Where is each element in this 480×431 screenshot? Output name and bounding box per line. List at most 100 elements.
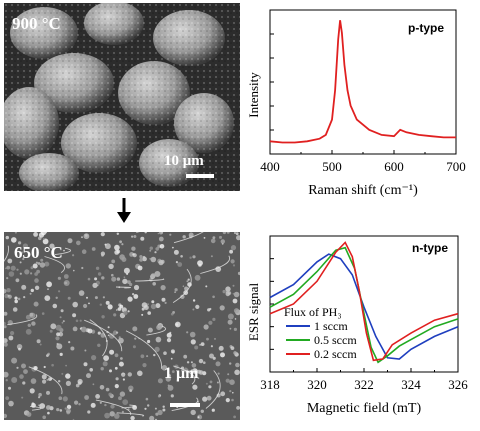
sem-grain <box>101 232 105 236</box>
sem-grain <box>147 340 150 343</box>
sem-grain <box>63 320 65 322</box>
sem-grain <box>103 361 108 366</box>
sem-grain <box>219 346 224 351</box>
sem-grain <box>193 299 195 301</box>
sem-grain <box>42 380 46 384</box>
sem-grain <box>187 361 189 363</box>
sem-grain <box>72 302 78 308</box>
sem-grain <box>81 236 83 238</box>
scale-bar-1um <box>170 403 200 407</box>
sem-grain <box>104 413 110 419</box>
sem-grain <box>134 285 139 290</box>
sem-grain <box>106 301 110 305</box>
sem-grain <box>92 247 96 251</box>
sem-grain <box>104 404 106 406</box>
sem-grain <box>86 373 91 378</box>
sem-grain <box>150 247 153 250</box>
sem-grain <box>103 355 109 361</box>
sem-grain <box>60 316 62 318</box>
sem-grain <box>33 232 38 237</box>
sem-grain <box>235 318 237 320</box>
sem-grain <box>231 346 235 350</box>
sem-grain <box>192 255 195 258</box>
sem-grain <box>36 270 40 274</box>
sem-grain <box>31 321 35 325</box>
sem-image-900c: 900 °C 10 μm <box>4 3 240 191</box>
sem-grain <box>199 370 204 375</box>
sem-grain <box>236 406 240 410</box>
sem-bottom-scale-label: 1 μm <box>164 365 199 382</box>
sem-grain <box>146 398 149 401</box>
sem-grain <box>229 390 231 392</box>
sem-grain <box>57 343 59 345</box>
sem-grain <box>37 339 41 343</box>
sem-grain <box>103 296 105 298</box>
sem-grain <box>110 404 114 408</box>
sem-grain <box>94 277 97 280</box>
sem-grain <box>228 314 234 320</box>
sem-grain <box>151 304 156 309</box>
sem-grain <box>220 352 225 357</box>
sem-grain <box>88 329 93 334</box>
sem-grain <box>192 309 194 311</box>
sem-grain <box>177 262 182 267</box>
sem-grain <box>13 307 18 312</box>
raman-series-line <box>270 20 456 142</box>
sem-grain <box>221 239 225 243</box>
sem-grain <box>21 397 23 399</box>
sem-grain <box>186 331 188 333</box>
sem-grain <box>183 285 185 287</box>
sem-grain <box>151 300 154 303</box>
sem-grain <box>158 410 163 415</box>
sem-grain <box>82 249 87 254</box>
sem-grain <box>31 378 37 384</box>
sem-grain <box>29 313 33 317</box>
raman-ylabel: Intensity <box>248 72 261 118</box>
sem-grain <box>6 288 10 292</box>
sem-grain <box>209 308 211 310</box>
sem-grain <box>8 295 10 297</box>
sem-grain <box>231 399 234 402</box>
sem-grain <box>6 277 8 279</box>
sem-grain <box>234 232 236 234</box>
sem-grain <box>23 369 28 374</box>
sem-grain <box>226 398 230 402</box>
sem-grain <box>218 373 220 375</box>
sem-grain <box>64 280 70 286</box>
sem-grain <box>201 410 204 413</box>
sem-grain <box>18 348 21 351</box>
sem-grain <box>31 289 34 292</box>
sem-grain <box>159 237 164 242</box>
sem-bottom-temp-label: 650 °C <box>14 243 63 262</box>
sem-grain <box>81 267 83 269</box>
sem-grain <box>233 416 236 419</box>
sem-grain <box>62 322 64 324</box>
sem-grain <box>44 295 50 301</box>
sem-grain <box>5 396 9 400</box>
sem-grain <box>124 276 126 278</box>
raman-type-tag: p-type <box>408 21 444 35</box>
sem-grain <box>144 408 146 410</box>
x-tick-label: 500 <box>322 159 342 174</box>
sem-grain <box>158 378 163 383</box>
x-tick-label: 400 <box>260 159 280 174</box>
scale-bar-10um <box>186 174 214 178</box>
sem-grain <box>141 354 145 358</box>
sem-grain <box>174 250 179 255</box>
sem-grain <box>114 250 119 255</box>
sem-grain <box>30 272 32 274</box>
sem-grain <box>51 364 54 367</box>
sem-grain <box>234 308 239 313</box>
sem-grain <box>121 257 126 262</box>
sem-grain <box>56 408 59 411</box>
sem-grain <box>61 373 63 375</box>
sem-grain <box>191 361 193 363</box>
sem-grain <box>226 291 229 294</box>
sem-grain <box>60 353 63 356</box>
sem-grain <box>101 367 104 370</box>
legend-entry: 0.5 sccm <box>314 333 357 347</box>
sem-grain <box>63 250 65 252</box>
sem-grain <box>109 350 114 355</box>
sem-grain <box>201 342 205 346</box>
